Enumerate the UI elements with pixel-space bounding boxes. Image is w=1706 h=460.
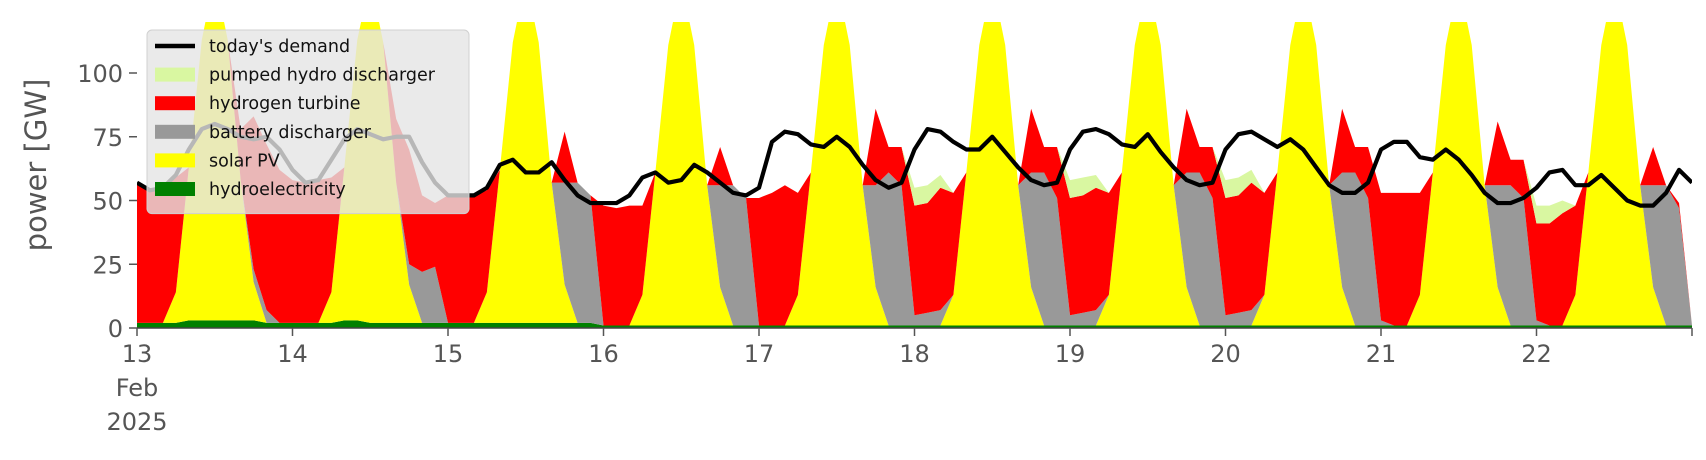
legend: today's demand pumped hydro discharger hyd…	[146, 29, 470, 215]
x-tick-label: 22	[1521, 340, 1552, 368]
x-tick-label: 20	[1210, 340, 1241, 368]
legend-swatch-hydrogen-turbine	[155, 96, 195, 111]
legend-swatch-battery-discharger	[155, 124, 195, 139]
legend-label-hydrogen-turbine: hydrogen turbine	[209, 94, 361, 114]
area-hydroelectricity	[137, 320, 1692, 328]
legend-swatch-solar-pv	[155, 153, 195, 168]
x-tick-label: 18	[899, 340, 930, 368]
legend-label-battery-discharger: battery discharger	[209, 123, 372, 143]
legend-label-today-s-demand: today's demand	[209, 37, 350, 57]
y-tick-label: 75	[92, 124, 123, 152]
y-tick-label: 25	[92, 251, 123, 279]
x-tick-label: 21	[1366, 340, 1397, 368]
legend-label-hydroelectricity: hydroelectricity	[209, 180, 346, 200]
x-tick-sublabel: Feb	[116, 374, 159, 402]
y-ticks: 0 25 50 75 100	[77, 60, 137, 343]
legend-swatch-pumped-hydro-discharger	[155, 67, 195, 82]
legend-label-solar-pv: solar PV	[209, 151, 280, 171]
y-tick-label: 100	[77, 60, 123, 88]
x-tick-label: 16	[588, 340, 619, 368]
stacked-areas	[137, 22, 1692, 328]
x-tick-sublabel: 2025	[106, 408, 167, 436]
legend-label-pumped-hydro-discharger: pumped hydro discharger	[209, 66, 436, 86]
y-axis-label: power [GW]	[19, 79, 53, 252]
x-tick-label: 17	[744, 340, 775, 368]
y-tick-label: 50	[92, 188, 123, 216]
x-tick-label: 13	[122, 340, 153, 368]
x-ticks: 13 Feb 2025 14 15 16 17 18 19 20 21 22	[106, 328, 1693, 436]
y-tick-label: 0	[108, 315, 123, 343]
area-solar-pv	[137, 22, 1692, 326]
legend-swatch-hydroelectricity	[155, 182, 195, 196]
x-tick-label: 14	[277, 340, 308, 368]
legend-box	[146, 29, 470, 215]
area-hydrogen-turbine	[137, 22, 1692, 326]
x-tick-label: 15	[433, 340, 464, 368]
x-tick-label: 19	[1055, 340, 1086, 368]
